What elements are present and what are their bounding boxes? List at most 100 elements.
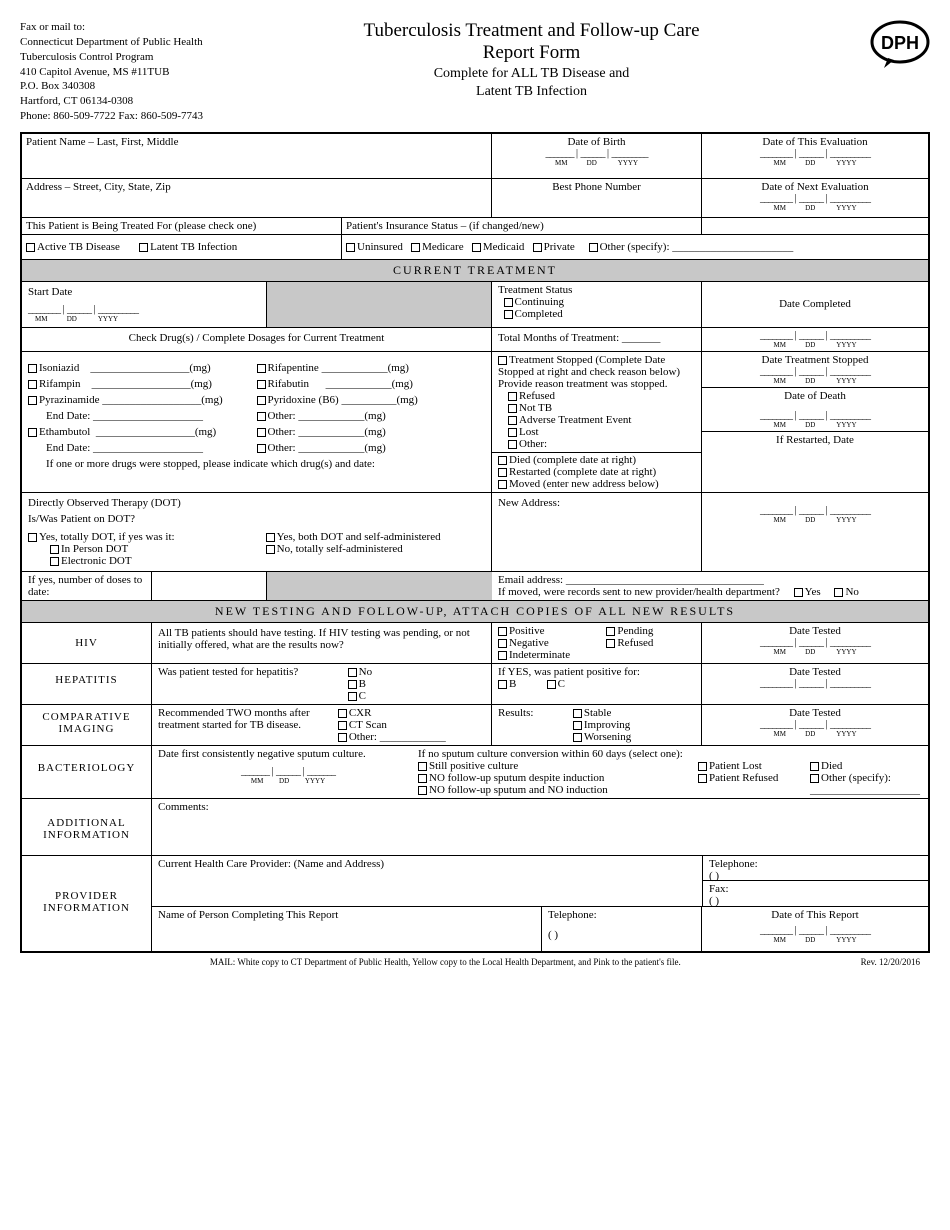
- blank-spacer: [702, 218, 928, 234]
- active-tb-checkbox[interactable]: Active TB Disease: [26, 241, 120, 253]
- start-gray-spacer: [267, 282, 492, 327]
- bact-died[interactable]: Died: [810, 760, 922, 772]
- imaging-cxr[interactable]: CXR: [338, 707, 485, 719]
- latent-tb-checkbox[interactable]: Latent TB Infection: [139, 241, 237, 253]
- reason-lost[interactable]: Lost: [498, 426, 695, 438]
- moved-checkbox[interactable]: Moved (enter new address below): [498, 478, 695, 490]
- provider-tel-cell[interactable]: Telephone: ( ): [703, 856, 928, 881]
- private-checkbox[interactable]: Private: [533, 241, 575, 253]
- hep-no[interactable]: No: [348, 666, 485, 678]
- provider-fax-cell[interactable]: Fax: ( ): [703, 881, 928, 906]
- dot-inperson[interactable]: In Person DOT: [28, 543, 266, 555]
- bact-other-blank[interactable]: ____________________: [810, 784, 922, 796]
- bact-no-fu-no-induction[interactable]: NO follow-up sputum and NO induction: [418, 784, 698, 796]
- end-date-1[interactable]: End Date: ____________________: [28, 410, 257, 422]
- date-stopped-block[interactable]: Date Treatment Stopped ________ | ______…: [702, 352, 928, 388]
- result-worsening[interactable]: Worsening: [573, 731, 695, 743]
- reason-refused[interactable]: Refused: [498, 390, 695, 402]
- records-yes[interactable]: Yes: [794, 586, 821, 598]
- other-insurance-checkbox[interactable]: Other (specify): ______________________: [589, 241, 794, 253]
- drug-other3[interactable]: Other: ____________(mg): [257, 442, 486, 454]
- drug-rifampin[interactable]: Rifampin __________________(mg): [28, 378, 257, 390]
- hep-pos-b[interactable]: B: [498, 678, 516, 690]
- drug-rifapentine[interactable]: Rifapentine ____________(mg): [257, 362, 486, 374]
- email-field[interactable]: Email address: _________________________…: [498, 574, 922, 586]
- bact-neg-date[interactable]: _______ | ______ | _______ MM DD YYYY: [158, 766, 418, 785]
- hep-pos-c[interactable]: C: [547, 678, 565, 690]
- bact-patient-lost[interactable]: Patient Lost: [698, 760, 810, 772]
- doses-field[interactable]: [152, 572, 267, 600]
- drug-rifabutin[interactable]: Rifabutin ____________(mg): [257, 378, 486, 390]
- dot-no[interactable]: No, totally self-administered: [266, 543, 485, 555]
- new-address-cell[interactable]: New Address:: [492, 493, 702, 571]
- drug-isoniazid[interactable]: Isoniazid __________________(mg): [28, 362, 257, 374]
- drug-pyrazinamide[interactable]: Pyrazinamide __________________(mg): [28, 394, 257, 406]
- dob-cell[interactable]: Date of Birth _______ | ______ | _______…: [492, 134, 702, 178]
- completer-tel-cell[interactable]: Telephone: ( ): [542, 907, 702, 951]
- restarted-checkbox[interactable]: Restarted (complete date at right): [498, 466, 695, 478]
- uninsured-checkbox[interactable]: Uninsured: [346, 241, 403, 253]
- addr-line3: Hartford, CT 06134-0308: [20, 94, 203, 109]
- result-improving[interactable]: Improving: [573, 719, 695, 731]
- date-completed-blanks-cell[interactable]: ________ | ______ | __________ MM DD YYY…: [702, 328, 928, 351]
- imaging-other[interactable]: Other: ____________: [338, 731, 485, 743]
- phone-cell[interactable]: Best Phone Number: [492, 179, 702, 217]
- bact-other[interactable]: Other (specify):: [810, 772, 922, 784]
- dot-yes-totally[interactable]: Yes, totally DOT, if yes was it:: [28, 531, 266, 543]
- date-death-block[interactable]: Date of Death ________ | ______ | ______…: [702, 388, 928, 432]
- reason-adverse[interactable]: Adverse Treatment Event: [498, 414, 695, 426]
- hiv-negative[interactable]: Negative: [498, 637, 606, 649]
- dob-label: Date of Birth: [496, 136, 697, 148]
- drug-pyridoxine[interactable]: Pyridoxine (B6) __________(mg): [257, 394, 486, 406]
- imaging-date-cell[interactable]: Date Tested ________ | ______ | ________…: [702, 705, 928, 745]
- drug-other2[interactable]: Other: ____________(mg): [257, 426, 486, 438]
- eval-date-cell[interactable]: Date of This Evaluation ________ | _____…: [702, 134, 928, 178]
- patient-row-1: Patient Name – Last, First, Middle Date …: [22, 134, 928, 179]
- drugs-stopped-row: Isoniazid __________________(mg) Rifampi…: [22, 352, 928, 493]
- phone-line: Phone: 860-509-7722 Fax: 860-509-7743: [20, 109, 203, 124]
- drug-ethambutol[interactable]: Ethambutol __________________(mg): [28, 426, 257, 438]
- hep-c[interactable]: C: [348, 690, 485, 702]
- dot-both[interactable]: Yes, both DOT and self-administered: [266, 531, 485, 543]
- completer-name-cell[interactable]: Name of Person Completing This Report: [152, 907, 542, 951]
- start-parts: MM DD YYYY: [28, 315, 260, 323]
- records-no[interactable]: No: [834, 586, 858, 598]
- report-date-cell[interactable]: Date of This Report ________ | ______ | …: [702, 907, 928, 951]
- completed-checkbox[interactable]: Completed: [498, 308, 695, 320]
- imaging-ct[interactable]: CT Scan: [338, 719, 485, 731]
- restarted-date-cell[interactable]: ________ | ______ | __________ MM DD YYY…: [702, 493, 928, 571]
- died-checkbox[interactable]: Died (complete date at right): [498, 454, 695, 466]
- continuing-checkbox[interactable]: Continuing: [498, 296, 695, 308]
- address-cell[interactable]: Address – Street, City, State, Zip: [22, 179, 492, 217]
- bact-no-fu-induction[interactable]: NO follow-up sputum despite induction: [418, 772, 698, 784]
- hep-date-cell[interactable]: Date Tested ________ | ______ | ________…: [702, 664, 928, 704]
- bact-still-positive[interactable]: Still positive culture: [418, 760, 698, 772]
- provider-content: Current Health Care Provider: (Name and …: [152, 856, 928, 951]
- comments-cell[interactable]: Comments:: [152, 799, 928, 855]
- hiv-indeterminate[interactable]: Indeterminate: [498, 649, 606, 661]
- next-eval-cell[interactable]: Date of Next Evaluation ________ | _____…: [702, 179, 928, 217]
- dot-title: Directly Observed Therapy (DOT): [28, 497, 485, 509]
- dot-electronic[interactable]: Electronic DOT: [28, 555, 266, 567]
- end-date-2[interactable]: End Date: ____________________: [28, 442, 257, 454]
- hiv-date-cell[interactable]: Date Tested ________ | ______ | ________…: [702, 623, 928, 663]
- hiv-pending[interactable]: Pending: [606, 625, 695, 637]
- medicaid-checkbox[interactable]: Medicaid: [472, 241, 525, 253]
- next-eval-parts: MM DD YYYY: [706, 204, 924, 212]
- bact-patient-refused[interactable]: Patient Refused: [698, 772, 810, 784]
- reason-nottb[interactable]: Not TB: [498, 402, 695, 414]
- date-completed-cell[interactable]: Date Completed: [702, 282, 928, 327]
- start-date-cell[interactable]: Start Date ________ | ______ | _________…: [22, 282, 267, 327]
- stopped-checkbox[interactable]: Treatment Stopped (Complete Date Stopped…: [498, 354, 695, 378]
- hiv-refused[interactable]: Refused: [606, 637, 695, 649]
- medicare-checkbox[interactable]: Medicare: [411, 241, 464, 253]
- patient-name-cell[interactable]: Patient Name – Last, First, Middle: [22, 134, 492, 178]
- hiv-positive[interactable]: Positive: [498, 625, 606, 637]
- reason-other[interactable]: Other:: [498, 438, 695, 450]
- date-restarted-block[interactable]: If Restarted, Date: [702, 432, 928, 448]
- provider-cur-cell[interactable]: Current Health Care Provider: (Name and …: [152, 856, 703, 906]
- hep-b[interactable]: B: [348, 678, 485, 690]
- drug-other1[interactable]: Other: ____________(mg): [257, 410, 486, 422]
- months-cell[interactable]: Total Months of Treatment: _______: [492, 328, 702, 351]
- result-stable[interactable]: Stable: [573, 707, 695, 719]
